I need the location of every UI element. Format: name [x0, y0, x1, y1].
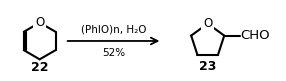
Text: 52%: 52% [102, 48, 125, 58]
Text: 22: 22 [31, 61, 48, 74]
Text: CHO: CHO [241, 29, 270, 42]
Text: O: O [35, 16, 44, 29]
Text: O: O [203, 17, 212, 30]
Text: 23: 23 [199, 60, 217, 73]
Text: (PhIO)n, H₂O: (PhIO)n, H₂O [81, 24, 146, 34]
